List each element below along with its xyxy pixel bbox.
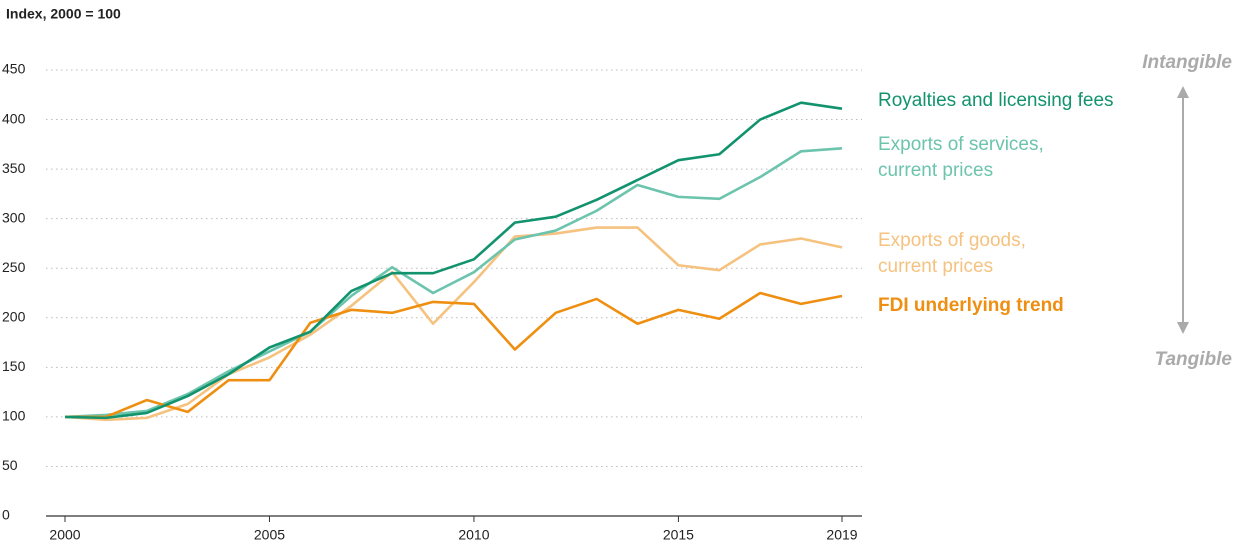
y-tick-label: 250 [2, 259, 26, 275]
y-tick-label: 450 [2, 61, 26, 77]
x-tick-label: 2019 [826, 527, 857, 543]
y-tick-label: 400 [2, 110, 26, 126]
legend-label: FDI underlying trend [878, 295, 1064, 316]
y-tick-label: 350 [2, 160, 26, 176]
series-line [65, 291, 843, 419]
series-line [64, 101, 843, 420]
legend-label: Exports of services, current prices [878, 134, 1044, 181]
series-line [64, 147, 843, 419]
legend-label: Exports of goods, current prices [878, 230, 1026, 277]
y-tick-label: 200 [2, 308, 26, 324]
series-line [64, 226, 843, 422]
y-axis-label: Index, 2000 = 100 [6, 6, 121, 22]
y-tick-label: 150 [2, 358, 26, 374]
x-tick-label: 2005 [254, 527, 285, 543]
annotation: Intangible [1142, 52, 1232, 73]
y-tick-label: 50 [2, 457, 18, 473]
x-tick-label: 2010 [458, 527, 489, 543]
x-tick-label: 2015 [663, 527, 694, 543]
x-tick-label: 2000 [49, 527, 80, 543]
y-tick-label: 300 [2, 209, 26, 225]
y-tick-label: 0 [2, 507, 10, 523]
y-tick-label: 100 [2, 408, 26, 424]
legend-label: Royalties and licensing fees [878, 90, 1114, 111]
annotation: Tangible [1155, 349, 1233, 370]
